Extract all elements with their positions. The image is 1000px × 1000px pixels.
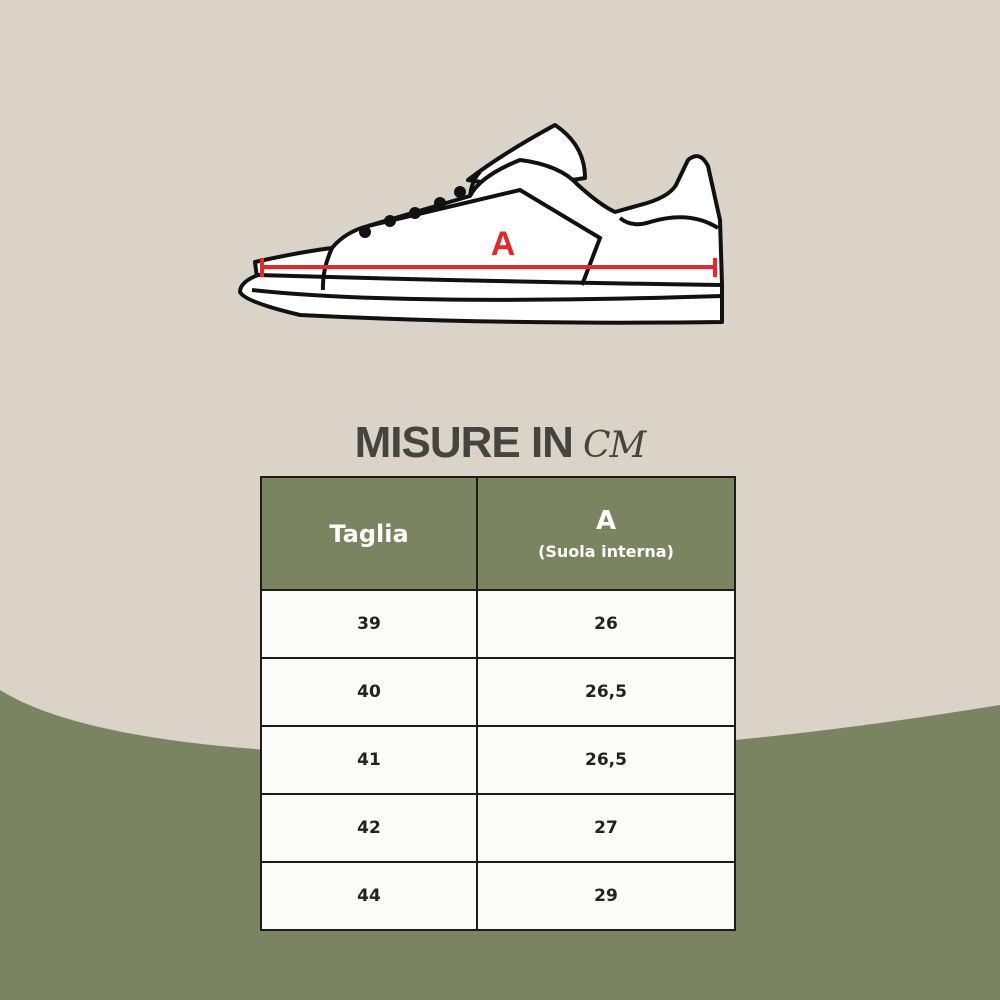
cell-value: 26,5: [476, 657, 736, 727]
measure-line: [260, 258, 717, 277]
cell-size: 40: [260, 657, 478, 727]
cell-value: 26,5: [476, 725, 736, 795]
title-unit: CM: [582, 425, 646, 466]
cell-size: 42: [260, 793, 478, 863]
cell-size: 44: [260, 861, 478, 931]
measure-label: A: [491, 225, 516, 263]
cell-size: 39: [260, 589, 478, 659]
table-row: 42 27: [260, 793, 736, 863]
header-measure: A (Suola interna): [476, 476, 736, 591]
table-row: 39 26: [260, 589, 736, 659]
table-row: 40 26,5: [260, 657, 736, 727]
cell-value: 26: [476, 589, 736, 659]
title-text: MISURE IN: [354, 418, 574, 467]
table-row: 44 29: [260, 861, 736, 931]
header-measure-sub: (Suola interna): [538, 542, 674, 561]
cell-value: 29: [476, 861, 736, 931]
cell-size: 41: [260, 725, 478, 795]
shoe-diagram: A: [238, 123, 724, 325]
header-measure-label: A: [595, 506, 617, 536]
table-header-row: Taglia A (Suola interna): [260, 476, 736, 591]
header-size: Taglia: [260, 476, 478, 591]
size-table: Taglia A (Suola interna) 39 26 40 26,5 41 2…: [260, 476, 736, 931]
shoe-upper: [253, 154, 724, 287]
cell-value: 27: [476, 793, 736, 863]
page-title: MISURE IN CM: [0, 418, 1000, 468]
table-row: 41 26,5: [260, 725, 736, 795]
